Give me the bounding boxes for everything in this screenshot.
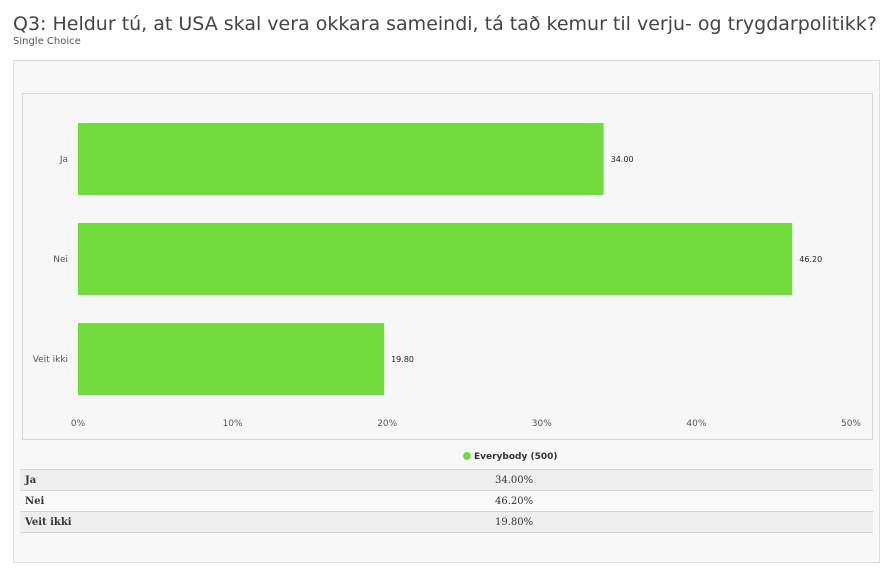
category-label: Ja <box>59 155 68 165</box>
data-label: 19.80 <box>391 355 414 364</box>
x-tick-label: 20% <box>377 419 397 429</box>
bar-ja[interactable] <box>78 123 604 195</box>
row-label: Ja <box>20 469 405 491</box>
row-value: 19.80% <box>405 511 873 533</box>
table-row: Ja 34.00% <box>20 469 873 491</box>
row-label: Nei <box>20 490 405 512</box>
x-tick-label: 30% <box>532 419 552 429</box>
table-row: Veit ikki 19.80% <box>20 511 873 533</box>
x-tick-label: 10% <box>223 419 243 429</box>
legend-label: Everybody (500) <box>474 452 558 462</box>
bar-nei[interactable] <box>78 223 793 295</box>
x-tick-label: 40% <box>686 419 706 429</box>
question-title: Q3: Heldur tú, at USA skal vera okkara s… <box>13 13 877 35</box>
row-label: Veit ikki <box>20 511 405 533</box>
data-label: 34.00 <box>611 155 634 164</box>
category-label: Nei <box>53 255 68 265</box>
question-type: Single Choice <box>13 36 81 47</box>
x-tick-label: 50% <box>841 419 861 429</box>
data-label: 46.20 <box>799 255 822 264</box>
table-row: Nei 46.20% <box>20 490 873 512</box>
results-table: Ja 34.00% Nei 46.20% Veit ikki 19.80% <box>20 469 873 533</box>
row-value: 34.00% <box>405 469 873 491</box>
row-value: 46.20% <box>405 490 873 512</box>
category-label: Veit ikki <box>33 355 68 365</box>
legend-swatch <box>463 451 471 460</box>
x-tick-label: 0% <box>71 419 86 429</box>
legend[interactable]: Everybody (500) <box>463 451 558 462</box>
bar-veit-ikki[interactable] <box>78 323 385 395</box>
